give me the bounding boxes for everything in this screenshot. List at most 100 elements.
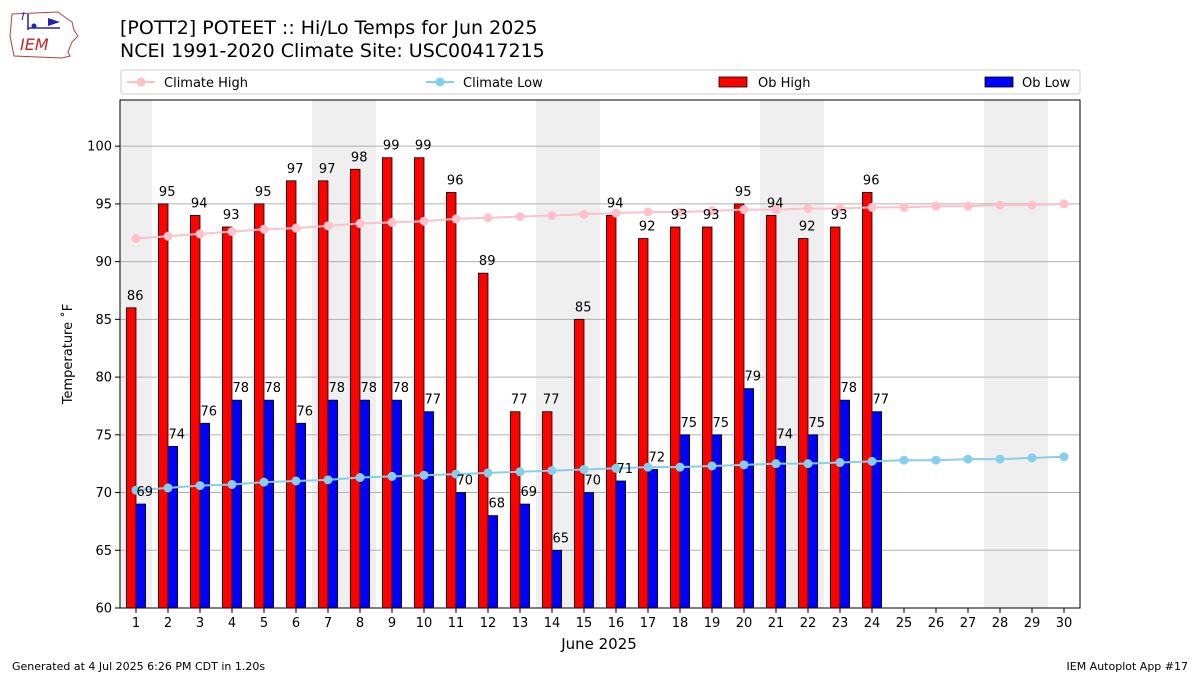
ob-low-label: 75 (681, 416, 698, 431)
ob-high-label: 77 (543, 393, 560, 408)
ob-low-label: 72 (649, 450, 666, 465)
climate-high-point (323, 221, 333, 231)
climate-high-point (451, 214, 461, 224)
ob-high-bar (798, 238, 809, 609)
climate-high-point (867, 202, 877, 212)
ob-low-bar (231, 399, 243, 609)
ob-low-bar (391, 399, 403, 609)
ob-high-bar (638, 238, 649, 609)
climate-low-point (419, 470, 429, 480)
legend-label: Climate Low (463, 76, 543, 91)
legend-ob-low: Ob Low (984, 76, 1071, 91)
climate-high-point (387, 217, 397, 227)
ob-low-label: 76 (297, 404, 314, 419)
ob-low-label: 75 (713, 416, 730, 431)
ob-low-label: 74 (169, 427, 186, 442)
y-tick-label: 60 (95, 602, 112, 617)
climate-low-point (515, 467, 525, 477)
climate-low-point (323, 475, 333, 485)
ob-high-label: 89 (479, 254, 496, 269)
climate-low-point (739, 460, 749, 470)
climate-low-point (195, 481, 205, 491)
climate-low-point (1027, 453, 1037, 463)
y-tick-label: 100 (87, 140, 112, 155)
climate-high-point (707, 206, 717, 216)
x-tick-label: 4 (228, 616, 236, 631)
climate-low-point (1059, 452, 1069, 462)
ob-high-bar (542, 411, 553, 609)
ob-high-bar (445, 191, 457, 609)
ob-low-bar (167, 445, 179, 609)
ob-low-bar (295, 422, 307, 609)
climate-high-point (771, 205, 781, 215)
climate-high-point (483, 213, 493, 223)
logo-text: IEM (20, 35, 49, 54)
climate-low-point (259, 477, 269, 487)
ob-high-label: 99 (383, 139, 400, 154)
x-tick-label: 3 (196, 616, 204, 631)
climate-low-line (135, 455, 1065, 492)
ob-low-bar (679, 434, 691, 609)
ob-high-label: 85 (575, 300, 592, 315)
climate-high-point (515, 212, 525, 222)
x-tick-label: 26 (928, 616, 945, 631)
legend-climate-low: Climate Low (426, 76, 543, 91)
x-tick-label: 16 (608, 616, 625, 631)
ob-high-bar (670, 226, 681, 609)
ob-low-label: 78 (265, 381, 282, 396)
legend-label: Ob High (758, 76, 811, 91)
climate-high-point (643, 207, 653, 217)
ob-low-label: 78 (329, 381, 346, 396)
ob-low-label: 78 (361, 381, 378, 396)
ob-high-label: 93 (223, 208, 240, 223)
ob-low-bar (359, 399, 371, 609)
climate-high-point (1059, 199, 1069, 209)
ob-low-bar (135, 503, 147, 609)
y-tick-label: 85 (95, 313, 112, 328)
y-axis-label: Temperature ˚F (60, 304, 76, 405)
x-tick-label: 30 (1056, 616, 1073, 631)
ob-low-bar (615, 480, 627, 609)
x-tick-label: 23 (832, 616, 849, 631)
climate-high-point (675, 207, 685, 217)
ob-high-label: 97 (287, 162, 304, 177)
climate-high-point (291, 223, 301, 233)
ob-low-bar (455, 492, 467, 609)
climate-low-point (867, 456, 877, 466)
ob-low-label: 78 (841, 381, 858, 396)
x-tick-label: 14 (544, 616, 561, 631)
ob-low-label: 69 (137, 485, 154, 500)
climate-high-point (739, 205, 749, 215)
app-credit: IEM Autoplot App #17 (1066, 660, 1189, 673)
ob-low-bar (583, 492, 595, 609)
climate-high-point (163, 231, 173, 241)
ob-low-bar (839, 399, 851, 609)
climate-low-point (547, 466, 557, 476)
climate-low-point (707, 461, 717, 471)
y-tick-label: 75 (95, 428, 112, 443)
x-tick-label: 25 (896, 616, 913, 631)
ob-low-label: 77 (425, 393, 442, 408)
chart-subtitle: NCEI 1991-2020 Climate Site: USC00417215 (120, 40, 545, 62)
x-tick-label: 24 (864, 616, 881, 631)
legend-ob-high: Ob High (718, 76, 811, 91)
plot-frame (119, 99, 1081, 609)
weekend-band (1016, 100, 1048, 608)
climate-high-point (131, 234, 141, 244)
x-tick-label: 17 (640, 616, 657, 631)
ob-low-label: 76 (201, 404, 218, 419)
legend: Climate High Climate Low Ob High Ob Low (120, 69, 1081, 95)
ob-high-bar (157, 203, 169, 609)
climate-high-point (835, 204, 845, 214)
ob-low-bar (487, 515, 499, 609)
ob-high-label: 96 (863, 173, 880, 188)
climate-high-point (1027, 200, 1037, 210)
ob-low-bar (263, 399, 275, 609)
climate-high-point (419, 216, 429, 226)
chart-title: [POTT2] POTEET :: Hi/Lo Temps for Jun 20… (120, 17, 538, 39)
climate-low-point (291, 476, 301, 486)
x-tick-label: 9 (388, 616, 396, 631)
ob-high-label: 94 (767, 196, 784, 211)
climate-high-point (899, 202, 909, 212)
y-tick-label: 65 (95, 544, 112, 559)
